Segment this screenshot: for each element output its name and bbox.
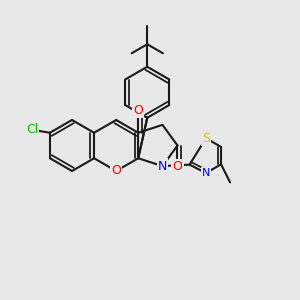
Text: S: S xyxy=(202,132,210,145)
Text: O: O xyxy=(133,104,143,117)
Text: N: N xyxy=(202,168,210,178)
Text: N: N xyxy=(158,160,167,172)
Text: Cl: Cl xyxy=(26,123,38,136)
Text: O: O xyxy=(111,164,121,178)
Text: O: O xyxy=(172,160,182,173)
